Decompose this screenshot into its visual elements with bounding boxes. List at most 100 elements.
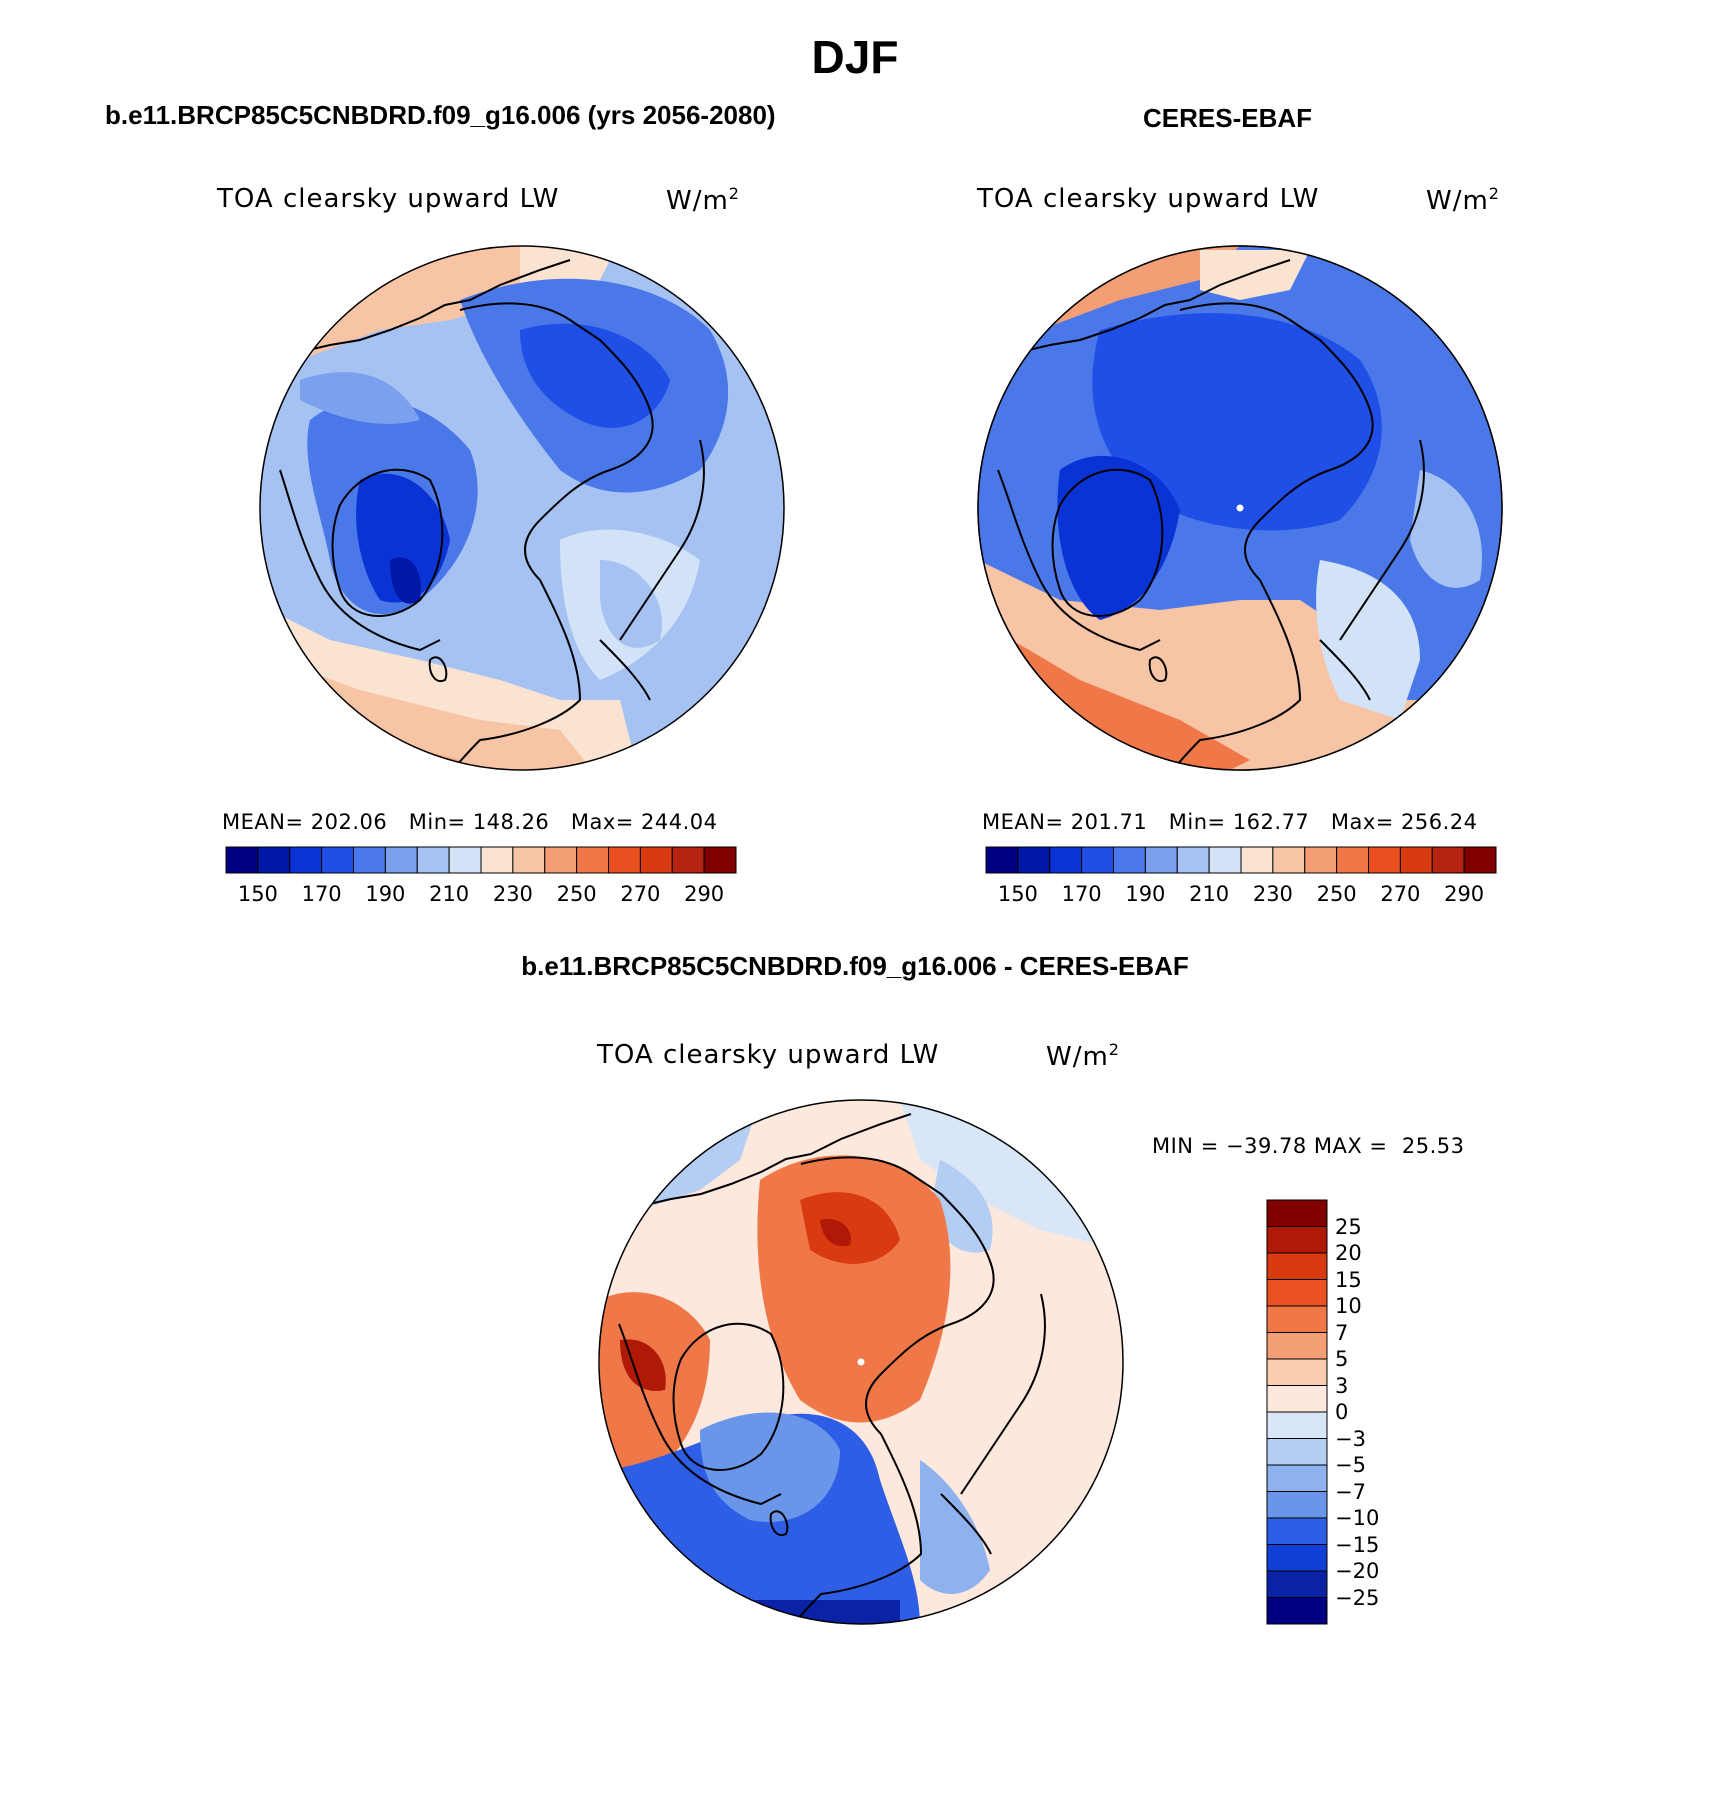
diff-colorbar-swatch <box>1266 1570 1328 1598</box>
model-colorbar <box>225 846 737 874</box>
model-colorbar-tick-label: 150 <box>237 882 278 906</box>
obs-colorbar-swatch <box>1144 846 1178 874</box>
model-colorbar-swatch <box>257 846 291 874</box>
diff-colorbar-swatch <box>1266 1464 1328 1492</box>
diff-colorbar-tick-label: 20 <box>1335 1241 1362 1265</box>
model-colorbar-swatch <box>671 846 705 874</box>
obs-coastlines <box>987 259 1425 770</box>
obs-colorbar-swatch <box>1368 846 1401 874</box>
model-colorbar-tick-label: 210 <box>429 882 470 906</box>
diff-colorbar-tick-label: −5 <box>1335 1453 1366 1477</box>
obs-pole-marker <box>1236 504 1244 512</box>
diff-colorbar-tick-label: −10 <box>1335 1506 1380 1530</box>
diff-colorbar-swatch <box>1266 1597 1328 1625</box>
model-colorbar-swatch <box>608 846 641 874</box>
diff-colorbar-swatch <box>1266 1305 1328 1333</box>
diff-colorbar-swatch <box>1266 1358 1328 1386</box>
obs-colorbar-tick-label: 170 <box>1061 882 1102 906</box>
model-colorbar-swatch <box>416 846 450 874</box>
obs-colorbar-swatch <box>1240 846 1274 874</box>
diff-colorbar-tick-label: 3 <box>1335 1373 1349 1398</box>
obs-colorbar-swatch <box>1336 846 1369 874</box>
diff-colorbar-swatch <box>1266 1332 1328 1360</box>
obs-colorbar-swatch <box>1017 846 1051 874</box>
obs-colorbar-swatch <box>1304 846 1338 874</box>
diff-units-label: W/m2 <box>1046 1040 1120 1072</box>
model-colorbar-swatch <box>639 846 673 874</box>
model-stats: MEAN= 202.06 Min= 148.26 Max= 244.04 <box>222 810 718 834</box>
model-colorbar-tick-label: 170 <box>301 882 342 906</box>
obs-colorbar-tick-label: 190 <box>1125 882 1166 906</box>
model-colorbar-swatch <box>448 846 482 874</box>
diff-pole-marker <box>857 1358 865 1366</box>
obs-colorbar-swatch <box>1463 846 1497 874</box>
diff-colorbar-tick-label: 5 <box>1335 1347 1349 1371</box>
obs-colorbar-tick-label: 210 <box>1189 882 1230 906</box>
diff-colorbar-tick-label: 0 <box>1335 1400 1349 1424</box>
obs-colorbar-swatch <box>1399 846 1433 874</box>
obs-units-label: W/m2 <box>1426 184 1500 216</box>
obs-colorbar-swatch <box>1081 846 1114 874</box>
diff-colorbar-swatch <box>1266 1199 1328 1227</box>
model-colorbar-swatch <box>703 846 737 874</box>
model-colorbar-swatch <box>512 846 546 874</box>
obs-colorbar-swatch <box>1431 846 1465 874</box>
obs-colorbar-swatch <box>1272 846 1306 874</box>
diff-colorbar-swatch <box>1266 1411 1328 1439</box>
obs-colorbar-swatch <box>1113 846 1146 874</box>
model-panel-title: b.e11.BRCP85C5CNBDRD.f09_g16.006 (yrs 20… <box>105 100 776 130</box>
obs-colorbar-tick-label: 270 <box>1380 882 1421 906</box>
diff-colorbar-swatch <box>1266 1438 1328 1466</box>
model-coastlines <box>269 259 705 770</box>
model-variable-label: TOA clearsky upward LW <box>217 184 560 214</box>
diff-colorbar-swatch <box>1266 1491 1328 1519</box>
obs-colorbar-swatch <box>1176 846 1210 874</box>
obs-colorbar-tick-label: 150 <box>997 882 1038 906</box>
model-colorbar-tick-label: 230 <box>492 882 533 906</box>
model-colorbar-tick-label: 190 <box>365 882 406 906</box>
figure-title: DJF <box>811 31 899 83</box>
diff-colorbar-tick-label: 25 <box>1335 1214 1362 1239</box>
obs-colorbar-tick-label: 230 <box>1252 882 1293 906</box>
model-colorbar-swatch <box>576 846 609 874</box>
model-colorbar-swatch <box>384 846 418 874</box>
diff-colorbar-swatch <box>1266 1279 1328 1307</box>
model-colorbar-swatch <box>544 846 578 874</box>
obs-colorbar-tick-label: 250 <box>1316 882 1357 906</box>
diff-colorbar-tick-label: −25 <box>1335 1585 1380 1610</box>
diff-colorbar-tick-label: −7 <box>1335 1479 1366 1504</box>
diff-colorbar-swatch <box>1266 1252 1328 1280</box>
diff-colorbar-swatch <box>1266 1385 1328 1413</box>
model-colorbar-tick-label: 290 <box>684 882 725 906</box>
model-colorbar-swatch <box>289 846 323 874</box>
model-colorbar-swatch <box>225 846 259 874</box>
model-colorbar-swatch <box>321 846 354 874</box>
diff-colorbar-swatch <box>1266 1544 1328 1572</box>
model-colorbar-swatch <box>353 846 386 874</box>
obs-colorbar-swatch <box>1049 846 1083 874</box>
diff-colorbar-swatch <box>1266 1226 1328 1254</box>
diff-colorbar-tick-label: 15 <box>1335 1267 1362 1292</box>
diff-colorbar-swatch <box>1266 1517 1328 1545</box>
diff-colorbar-tick-label: 10 <box>1335 1294 1362 1318</box>
diff-colorbar-tick-label: −20 <box>1335 1559 1380 1583</box>
obs-stats: MEAN= 201.71 Min= 162.77 Max= 256.24 <box>982 810 1478 834</box>
model-units-label: W/m2 <box>666 184 740 216</box>
diff-coastlines <box>608 1113 1046 1624</box>
diff-colorbar-tick-label: 7 <box>1335 1320 1349 1345</box>
obs-variable-label: TOA clearsky upward LW <box>977 184 1320 214</box>
diff-variable-label: TOA clearsky upward LW <box>597 1040 940 1070</box>
obs-colorbar <box>985 846 1497 874</box>
obs-colorbar-tick-label: 290 <box>1444 882 1485 906</box>
diff-stats: MIN = −39.78 MAX = 25.53 <box>1152 1134 1465 1158</box>
model-colorbar-tick-label: 250 <box>556 882 597 906</box>
model-colorbar-tick-label: 270 <box>620 882 661 906</box>
diff-colorbar-tick-label: −3 <box>1335 1426 1366 1451</box>
diff-colorbar-tick-label: −15 <box>1335 1532 1380 1557</box>
obs-panel-title: CERES-EBAF <box>1143 103 1313 133</box>
model-colorbar-swatch <box>480 846 514 874</box>
obs-colorbar-swatch <box>1208 846 1242 874</box>
